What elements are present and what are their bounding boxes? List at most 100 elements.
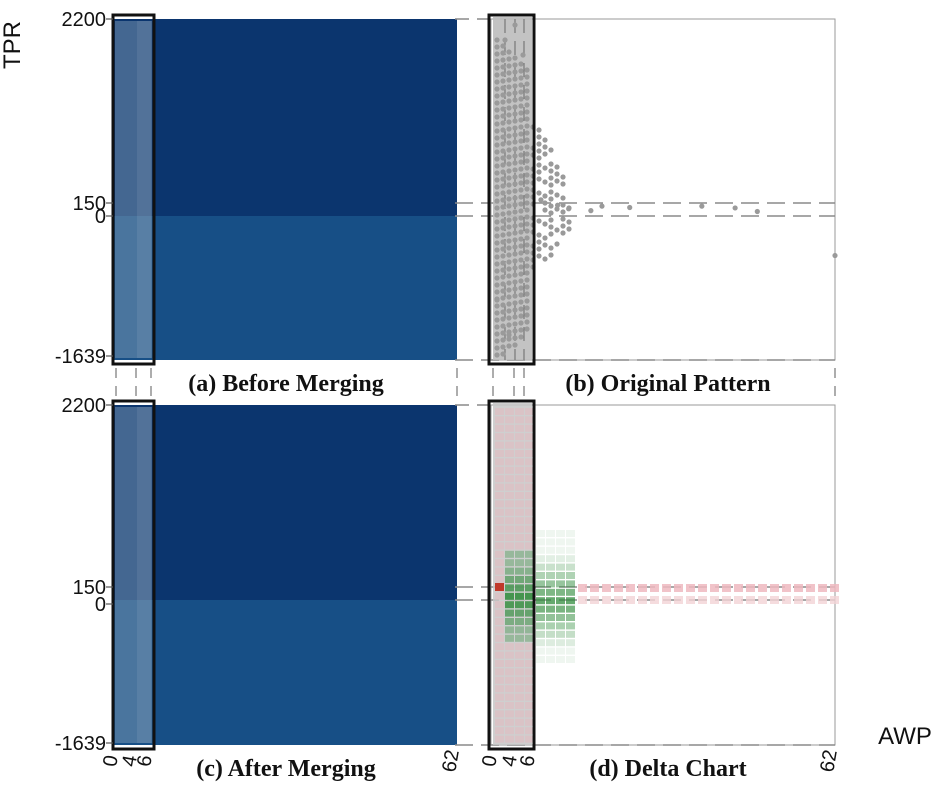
delta-cell [556,538,565,546]
scatter-point [494,121,500,127]
delta-cell [505,626,514,634]
delta-cell [536,639,545,647]
delta-cell [674,596,683,604]
delta-cell [505,601,514,609]
y-tick-label: 0 [95,594,106,616]
highlight-fill [115,407,152,743]
scatter-point [536,176,542,182]
scatter-point [500,246,506,252]
delta-cell [515,584,524,592]
scatter-point [500,113,506,119]
scatter-point [518,131,524,137]
scatter-point [500,323,506,329]
delta-cell [556,572,565,579]
delta-cell [495,534,504,541]
highlight-stripe [137,21,151,358]
delta-cell [515,576,524,583]
scatter-point [536,162,542,168]
scatter-point [538,197,544,203]
scatter-point [542,242,548,248]
delta-cell [746,596,755,604]
scatter-point [500,337,506,343]
scatter-point [512,286,518,292]
delta-cell [556,555,565,563]
scatter-point [512,104,518,110]
delta-cell [698,584,707,592]
scatter-point [548,161,554,167]
delta-cell [556,546,565,554]
scatter-point [506,154,512,160]
scatter-point [506,308,512,314]
scatter-point [518,292,524,298]
x-tick-label: 6 [133,754,157,769]
delta-cell [525,634,534,642]
scatter-point [518,89,524,95]
scatter-point [512,293,518,299]
scatter-point [512,251,518,257]
scatter-point [524,270,530,276]
scatter-point [512,118,518,124]
delta-cell [546,538,555,546]
scatter-point [554,178,560,184]
delta-cell [602,596,611,604]
scatter-point [548,217,554,223]
scatter-point [512,321,518,327]
scatter-point [494,170,500,176]
delta-cell [495,450,504,457]
delta-cell [710,596,719,604]
delta-cell [525,618,534,625]
scatter-point [494,72,500,78]
y-axis-title: TPR [0,21,26,69]
scatter-point [512,342,518,348]
delta-cell [546,530,555,537]
delta-cell [525,416,534,424]
scatter-point [518,96,524,102]
scatter-point [494,233,500,239]
scatter-point [502,37,508,43]
scatter-point [524,263,530,269]
delta-cell [525,584,534,592]
scatter-point [500,288,506,294]
delta-cell [674,584,683,592]
delta-cell [536,580,545,588]
scatter-point [506,84,512,90]
delta-cell [525,525,534,533]
delta-cell [556,656,565,663]
delta-cell [758,584,767,592]
scatter-point [518,68,524,74]
scatter-point [494,205,500,211]
scatter-point [518,145,524,151]
scatter-point [494,142,500,148]
delta-cell [556,614,565,621]
delta-cell [525,534,534,541]
delta-cell [495,517,504,525]
delta-cell [536,555,545,563]
delta-cell [536,656,545,663]
scatter-point [512,328,518,334]
delta-cell [525,651,534,659]
scatter-point [500,85,506,91]
scatter-point [524,298,530,304]
delta-cell [525,466,534,474]
delta-cell [536,546,545,554]
scatter-point [494,191,500,197]
scatter-point [506,266,512,272]
scatter-point [524,249,530,255]
scatter-point [494,247,500,253]
delta-cell [626,584,635,592]
scatter-point [542,193,548,199]
delta-cell [505,408,514,415]
scatter-point [506,332,512,338]
delta-cell [536,538,545,546]
scatter-point [524,158,530,164]
delta-cell [662,584,671,592]
scatter-point [512,272,518,278]
scatter-point [566,219,572,225]
delta-cell [495,601,504,609]
scatter-point [512,307,518,313]
scatter-point [494,93,500,99]
delta-cell [505,685,514,693]
delta-cell [818,596,827,604]
scatter-point [506,161,512,167]
delta-cell [525,601,534,609]
